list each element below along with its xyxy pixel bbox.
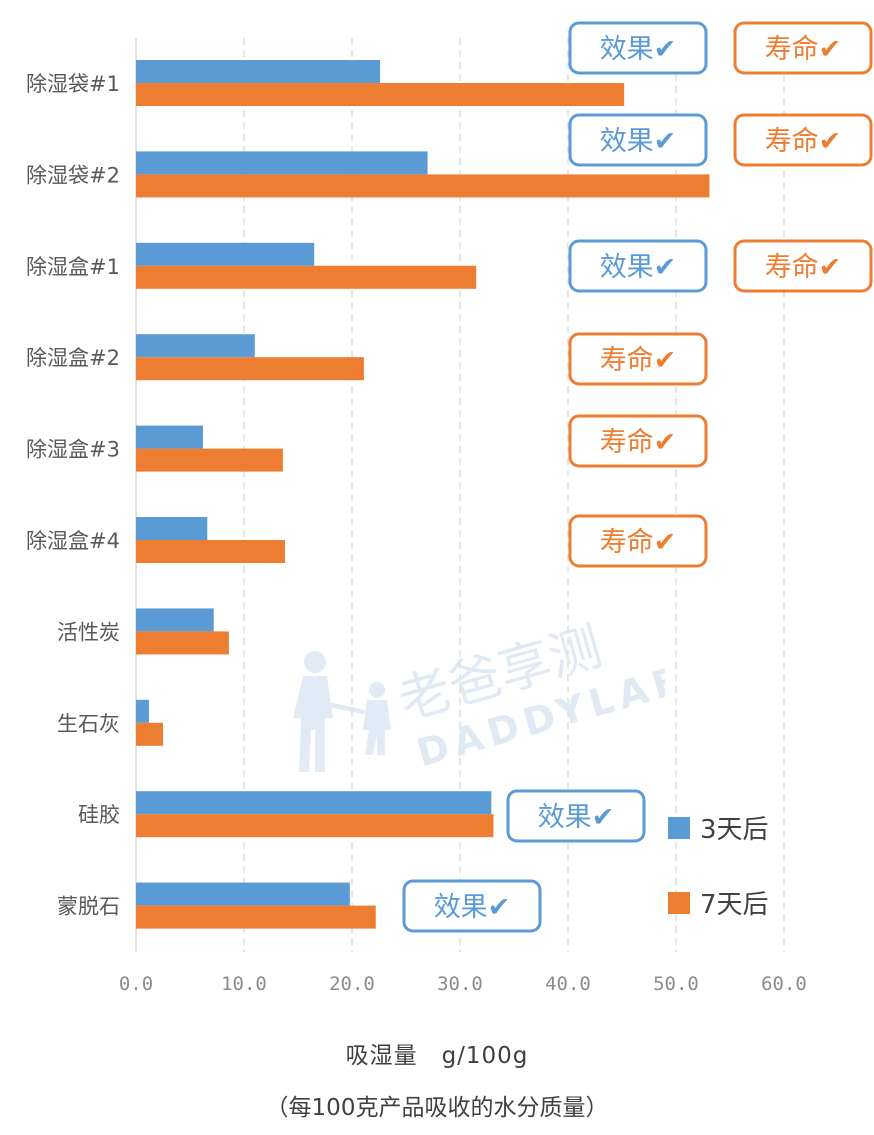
legend-swatch-0 [668, 817, 690, 839]
legend-label-1: 7天后 [700, 890, 769, 920]
category-label: 硅胶 [78, 803, 120, 827]
bar-7day-5 [136, 540, 286, 563]
badge-text: 寿命✔ [600, 345, 677, 376]
bar-7day-9 [136, 905, 376, 929]
badge-effect [568, 239, 708, 293]
category-label: 生石灰 [57, 712, 120, 736]
bar-3day-9 [136, 882, 350, 906]
bar-3day-3 [136, 334, 255, 358]
badge-lifespan [733, 239, 873, 293]
category-label: 除湿袋#2 [26, 163, 120, 187]
badge-text: 寿命✔ [600, 427, 677, 458]
category-label: 除湿盒#2 [26, 346, 120, 370]
legend-label-0: 3天后 [700, 815, 769, 845]
category-label: 除湿盒#1 [26, 255, 120, 279]
badge-effect [402, 879, 542, 933]
badge-text: 效果✔ [538, 802, 615, 833]
bar-7day-7 [136, 722, 163, 746]
x-tick-label: 50.0 [653, 973, 699, 995]
badge-lifespan [568, 414, 708, 468]
category-label: 除湿袋#1 [26, 72, 120, 96]
bar-7day-3 [136, 357, 364, 381]
bar-7day-8 [136, 814, 494, 838]
bar-3day-0 [136, 60, 381, 83]
badge-effect [568, 21, 708, 75]
x-tick-label: 40.0 [545, 973, 591, 995]
badge-text: 效果✔ [434, 892, 511, 923]
bar-7day-1 [136, 174, 710, 198]
badge-text: 寿命✔ [765, 34, 842, 65]
badge-text: 效果✔ [600, 252, 677, 283]
bar-7day-2 [136, 265, 477, 289]
badge-text: 寿命✔ [765, 252, 842, 283]
category-label: 活性炭 [57, 620, 120, 644]
x-tick-label: 30.0 [437, 973, 483, 995]
badge-text: 效果✔ [600, 126, 677, 157]
bar-3day-8 [136, 791, 492, 815]
x-tick-label: 60.0 [761, 973, 807, 995]
x-tick-label: 0.0 [119, 973, 153, 995]
x-tick-label: 10.0 [221, 973, 267, 995]
bar-3day-5 [136, 517, 208, 540]
badge-lifespan [568, 514, 708, 568]
category-label: 除湿盒#4 [26, 529, 120, 553]
bar-3day-2 [136, 242, 315, 266]
legend-swatch-1 [668, 892, 690, 914]
badge-lifespan [733, 21, 873, 75]
bar-7day-4 [136, 448, 283, 472]
badge-effect [568, 113, 708, 167]
category-label: 蒙脱石 [57, 895, 120, 919]
x-tick-label: 20.0 [329, 973, 375, 995]
bar-7day-6 [136, 631, 229, 655]
bar-3day-4 [136, 425, 203, 449]
badge-lifespan [568, 332, 708, 386]
badge-effect [506, 789, 646, 843]
badge-text: 效果✔ [600, 34, 677, 65]
badge-text: 寿命✔ [765, 126, 842, 157]
bar-7day-0 [136, 83, 625, 106]
category-label: 除湿盒#3 [26, 438, 120, 462]
badge-lifespan [733, 113, 873, 167]
bar-3day-1 [136, 151, 428, 175]
bar-3day-6 [136, 608, 214, 632]
bar-3day-7 [136, 699, 149, 723]
bar-chart: 0.0 10.0 20.0 30.0 40.0 50.0 60.0 除湿袋#1 除湿袋#2 除湿盒… [26, 21, 873, 995]
x-axis-label: 吸湿量 g/100g [345, 1043, 529, 1069]
badge-text: 寿命✔ [600, 527, 677, 558]
x-axis-note: （每100克产品吸收的水分质量） [265, 1095, 609, 1121]
